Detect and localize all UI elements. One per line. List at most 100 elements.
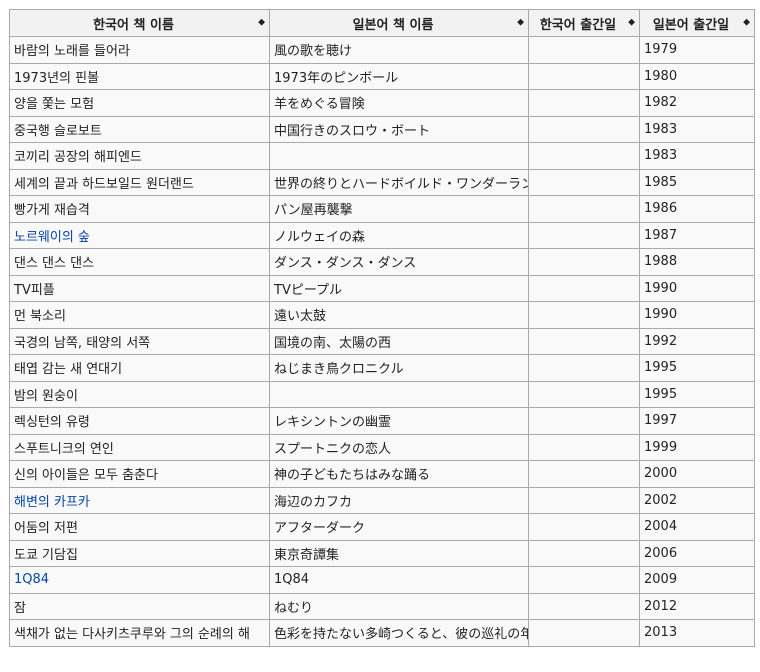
- cell-japanese-title: TVピープル: [269, 274, 529, 302]
- cell-japanese-title: ねじまき鳥クロニクル: [269, 354, 529, 382]
- cell-korean-title: 코끼리 공장의 해피엔드: [9, 142, 270, 170]
- cell-korean-date: [528, 354, 640, 382]
- cell-korean-title: 신의 아이들은 모두 춤춘다: [9, 460, 270, 488]
- cell-korean-date: [528, 460, 640, 488]
- cell-japanese-date: 1997: [639, 407, 755, 435]
- cell-japanese-date: 2002: [639, 486, 755, 514]
- cell-korean-date: [528, 327, 640, 355]
- cell-japanese-title: パン屋再襲撃: [269, 195, 529, 223]
- header-japanese-date[interactable]: 일본어 출간일 ◆: [639, 9, 755, 37]
- cell-japanese-title: 神の子どもたちはみな踊る: [269, 460, 529, 488]
- table-row: 양을 쫓는 모험 羊をめぐる冒険 1982: [9, 89, 755, 117]
- header-label: 한국어 출간일: [539, 17, 617, 33]
- book-link[interactable]: 1Q84: [14, 572, 50, 588]
- cell-korean-title: 양을 쫓는 모험: [9, 89, 270, 117]
- cell-korean-title: 세계의 끝과 하드보일드 원더랜드: [9, 168, 270, 196]
- table-row: TV피플 TVピープル 1990: [9, 274, 755, 302]
- cell-korean-date: [528, 62, 640, 90]
- table-row: 신의 아이들은 모두 춤춘다 神の子どもたちはみな踊る 2000: [9, 460, 755, 488]
- cell-japanese-title: レキシントンの幽霊: [269, 407, 529, 435]
- cell-japanese-title: 海辺のカフカ: [269, 486, 529, 514]
- table-row: 어둠의 저편 アフターダーク 2004: [9, 513, 755, 541]
- book-link[interactable]: 노르웨이의 숲: [14, 229, 90, 245]
- cell-korean-title: 색채가 없는 다사키츠쿠루와 그의 순례의 해: [9, 619, 270, 647]
- table-row: 세계의 끝과 하드보일드 원더랜드 世界の終りとハードボイルド・ワンダーランド 19…: [9, 168, 755, 196]
- cell-korean-title: TV피플: [9, 274, 270, 302]
- table-row: 도쿄 기담집 東京奇譚集 2006: [9, 539, 755, 567]
- sort-icon[interactable]: ◆: [517, 17, 524, 28]
- header-korean-title[interactable]: 한국어 책 이름 ◆: [9, 9, 270, 37]
- table-row: 코끼리 공장의 해피엔드 1983: [9, 142, 755, 170]
- cell-korean-title: 먼 북소리: [9, 301, 270, 329]
- table-body: 바람의 노래를 들어라 風の歌を聴け 1979 1973년의 핀볼 1973年のピンボー…: [9, 36, 755, 647]
- cell-korean-title[interactable]: 노르웨이의 숲: [9, 221, 270, 249]
- cell-japanese-date: 1980: [639, 62, 755, 90]
- cell-japanese-date: 1982: [639, 89, 755, 117]
- cell-japanese-date: 2006: [639, 539, 755, 567]
- table-row: 렉싱턴의 유령 レキシントンの幽霊 1997: [9, 407, 755, 435]
- books-table: 한국어 책 이름 ◆ 일본어 책 이름 ◆ 한국어 출간일 ◆ 일본어 출간일 …: [9, 9, 755, 647]
- cell-japanese-title: 中国行きのスロウ・ボート: [269, 115, 529, 143]
- table-row: 잠 ねむり 2012: [9, 592, 755, 620]
- book-link[interactable]: 해변의 카프카: [14, 494, 90, 510]
- cell-korean-title: 밤의 원숭이: [9, 380, 270, 408]
- table-row: 댄스 댄스 댄스 ダンス・ダンス・ダンス 1988: [9, 248, 755, 276]
- cell-japanese-date: 1985: [639, 168, 755, 196]
- table-row: 밤의 원숭이 1995: [9, 380, 755, 408]
- cell-korean-title: 댄스 댄스 댄스: [9, 248, 270, 276]
- cell-korean-title: 도쿄 기담집: [9, 539, 270, 567]
- cell-japanese-date: 2012: [639, 592, 755, 620]
- cell-korean-date: [528, 274, 640, 302]
- cell-japanese-date: 1995: [639, 354, 755, 382]
- cell-korean-date: [528, 539, 640, 567]
- table-row: 1973년의 핀볼 1973年のピンボール 1980: [9, 62, 755, 90]
- cell-japanese-title: 国境の南、太陽の西: [269, 327, 529, 355]
- cell-japanese-date: 1986: [639, 195, 755, 223]
- sort-icon[interactable]: ◆: [743, 17, 750, 28]
- cell-japanese-title: 色彩を持たない多崎つくると、彼の巡礼の年: [269, 619, 529, 647]
- cell-korean-date: [528, 36, 640, 64]
- cell-japanese-title: [269, 380, 529, 408]
- cell-korean-date: [528, 486, 640, 514]
- table-row: 노르웨이의 숲 ノルウェイの森 1987: [9, 221, 755, 249]
- cell-japanese-title: アフターダーク: [269, 513, 529, 541]
- sort-icon[interactable]: ◆: [628, 17, 635, 28]
- cell-korean-date: [528, 168, 640, 196]
- cell-japanese-date: 2004: [639, 513, 755, 541]
- cell-korean-title: 태엽 감는 새 연대기: [9, 354, 270, 382]
- cell-japanese-date: 1999: [639, 433, 755, 461]
- header-japanese-title[interactable]: 일본어 책 이름 ◆: [269, 9, 529, 37]
- cell-korean-title: 1973년의 핀볼: [9, 62, 270, 90]
- cell-korean-date: [528, 248, 640, 276]
- cell-japanese-title: スプートニクの恋人: [269, 433, 529, 461]
- cell-japanese-title: 世界の終りとハードボイルド・ワンダーランド: [269, 168, 529, 196]
- cell-korean-title[interactable]: 해변의 카프카: [9, 486, 270, 514]
- cell-korean-date: [528, 407, 640, 435]
- cell-japanese-title: 遠い太鼓: [269, 301, 529, 329]
- sort-icon[interactable]: ◆: [258, 17, 265, 28]
- cell-japanese-date: 1990: [639, 301, 755, 329]
- cell-japanese-title: ねむり: [269, 592, 529, 620]
- cell-japanese-date: 1983: [639, 115, 755, 143]
- cell-japanese-date: 1990: [639, 274, 755, 302]
- cell-korean-title[interactable]: 1Q84: [9, 566, 270, 594]
- cell-japanese-date: 2013: [639, 619, 755, 647]
- cell-japanese-title: [269, 142, 529, 170]
- content-area: 한국어 책 이름 ◆ 일본어 책 이름 ◆ 한국어 출간일 ◆ 일본어 출간일 …: [9, 9, 755, 647]
- table-row: 국경의 남쪽, 태양의 서쪽 国境の南、太陽の西 1992: [9, 327, 755, 355]
- header-korean-date[interactable]: 한국어 출간일 ◆: [528, 9, 640, 37]
- header-label: 일본어 책 이름: [352, 17, 434, 33]
- cell-japanese-date: 1987: [639, 221, 755, 249]
- cell-korean-title: 빵가게 재습격: [9, 195, 270, 223]
- cell-japanese-date: 2000: [639, 460, 755, 488]
- header-label: 일본어 출간일: [652, 17, 730, 33]
- cell-korean-date: [528, 89, 640, 117]
- cell-japanese-title: 1Q84: [269, 566, 529, 594]
- cell-japanese-date: 2009: [639, 566, 755, 594]
- cell-korean-title: 중국행 슬로보트: [9, 115, 270, 143]
- cell-japanese-date: 1988: [639, 248, 755, 276]
- cell-japanese-date: 1979: [639, 36, 755, 64]
- cell-korean-date: [528, 301, 640, 329]
- table-row: 먼 북소리 遠い太鼓 1990: [9, 301, 755, 329]
- cell-korean-title: 국경의 남쪽, 태양의 서쪽: [9, 327, 270, 355]
